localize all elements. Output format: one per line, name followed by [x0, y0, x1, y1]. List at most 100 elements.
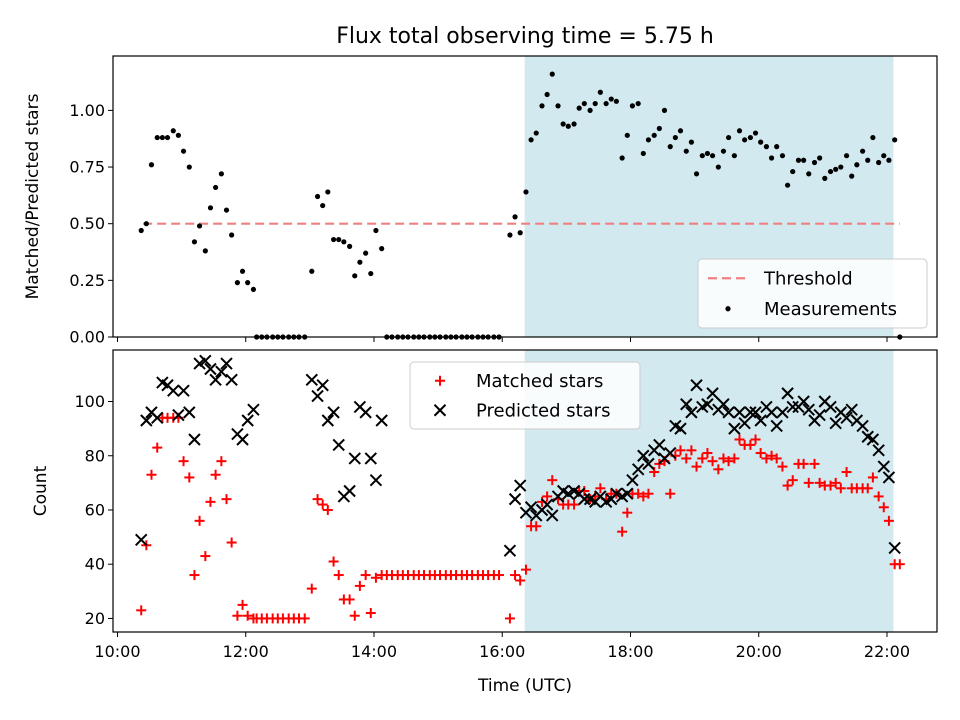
- data-point: [344, 594, 355, 605]
- data-point: [845, 403, 858, 416]
- data-point: [797, 395, 810, 408]
- data-point: [763, 144, 770, 150]
- x-stroke-b: [546, 509, 559, 522]
- x-stroke-b: [204, 362, 217, 376]
- x-stroke-b: [151, 411, 164, 424]
- data-point: [814, 477, 825, 488]
- x-stroke-b: [733, 406, 746, 419]
- data-point: [188, 433, 201, 446]
- x-stroke-b: [583, 492, 597, 506]
- data-point: [571, 121, 577, 127]
- data-point: [765, 406, 778, 419]
- data-point: [242, 610, 253, 621]
- data-point: [364, 452, 377, 465]
- data-point: [776, 406, 789, 419]
- data-point: [637, 449, 650, 462]
- legend-marker-swatch: [435, 375, 445, 386]
- x-axis-label: Time (UTC): [477, 676, 572, 696]
- series-predicted-stars: [135, 354, 901, 557]
- data-point: [212, 184, 219, 191]
- data-point: [755, 448, 766, 459]
- x-stroke-b: [818, 395, 831, 408]
- legend-box: [697, 258, 928, 329]
- legend-marker-swatch: [433, 404, 447, 417]
- data-point: [595, 483, 606, 494]
- data-point: [517, 230, 523, 236]
- data-point: [645, 137, 652, 143]
- data-point: [370, 572, 381, 583]
- data-point: [860, 148, 866, 154]
- data-point: [560, 121, 566, 127]
- data-point: [777, 461, 788, 472]
- data-point: [642, 457, 655, 471]
- data-point: [878, 502, 889, 513]
- data-point: [504, 613, 515, 624]
- data-point: [597, 89, 603, 95]
- x-stroke-b: [610, 487, 623, 500]
- data-point: [320, 202, 326, 209]
- data-point: [328, 556, 339, 567]
- data-point: [688, 139, 695, 145]
- x-stroke-b: [327, 406, 340, 419]
- data-point: [546, 509, 559, 522]
- chart-title: Flux total observing time = 5.75 h: [336, 24, 714, 49]
- y-tick-label: 80: [85, 446, 105, 465]
- data-point: [830, 477, 841, 488]
- data-point: [653, 438, 666, 452]
- data-point: [761, 453, 772, 464]
- data-point: [317, 499, 328, 510]
- data-point: [151, 411, 164, 424]
- x-stroke-b: [359, 406, 372, 419]
- data-point: [892, 137, 898, 143]
- data-point: [656, 125, 662, 132]
- y-tick-label: 0.25: [69, 271, 105, 290]
- data-point: [232, 610, 243, 621]
- data-point: [870, 134, 876, 141]
- x-stroke-b: [845, 403, 858, 416]
- x-stroke-b: [225, 373, 238, 387]
- data-point: [841, 467, 852, 478]
- data-point: [332, 438, 345, 452]
- x-stroke-b: [631, 463, 645, 476]
- data-point: [873, 491, 884, 502]
- data-point: [806, 171, 812, 177]
- data-point: [159, 134, 165, 141]
- x-stroke-b: [503, 544, 517, 557]
- data-point: [512, 214, 518, 220]
- data-point: [547, 475, 558, 486]
- data-point: [138, 227, 144, 234]
- data-point: [781, 387, 794, 400]
- x-stroke-b: [183, 406, 196, 419]
- x-stroke-b: [156, 376, 169, 389]
- data-point: [784, 182, 791, 188]
- x-stroke-b: [220, 357, 233, 370]
- data-point: [592, 100, 598, 107]
- x-stroke-b: [877, 460, 890, 473]
- y-tick-label: 0.75: [69, 158, 105, 177]
- data-point: [882, 471, 896, 484]
- legend-box: [409, 361, 641, 430]
- data-point: [250, 286, 257, 293]
- data-point: [717, 398, 730, 411]
- count-panel-marks: [135, 354, 905, 624]
- x-stroke-b: [829, 417, 842, 430]
- data-point: [715, 164, 721, 170]
- data-point: [578, 492, 591, 506]
- data-point: [774, 144, 780, 150]
- ratio-panel-marks: [138, 71, 903, 340]
- data-point: [876, 159, 882, 166]
- data-point: [325, 189, 331, 195]
- data-point: [766, 450, 777, 461]
- x-stroke-b: [802, 403, 815, 416]
- data-point: [702, 448, 713, 459]
- data-point: [754, 414, 767, 427]
- x-stroke-b: [669, 419, 682, 433]
- data-point: [220, 357, 233, 370]
- data-point: [691, 461, 702, 472]
- x-stroke-b: [369, 473, 383, 487]
- x-stroke-b: [140, 414, 153, 427]
- data-point: [210, 469, 221, 480]
- data-point: [622, 507, 633, 518]
- data-point: [827, 168, 834, 175]
- data-point: [883, 515, 894, 526]
